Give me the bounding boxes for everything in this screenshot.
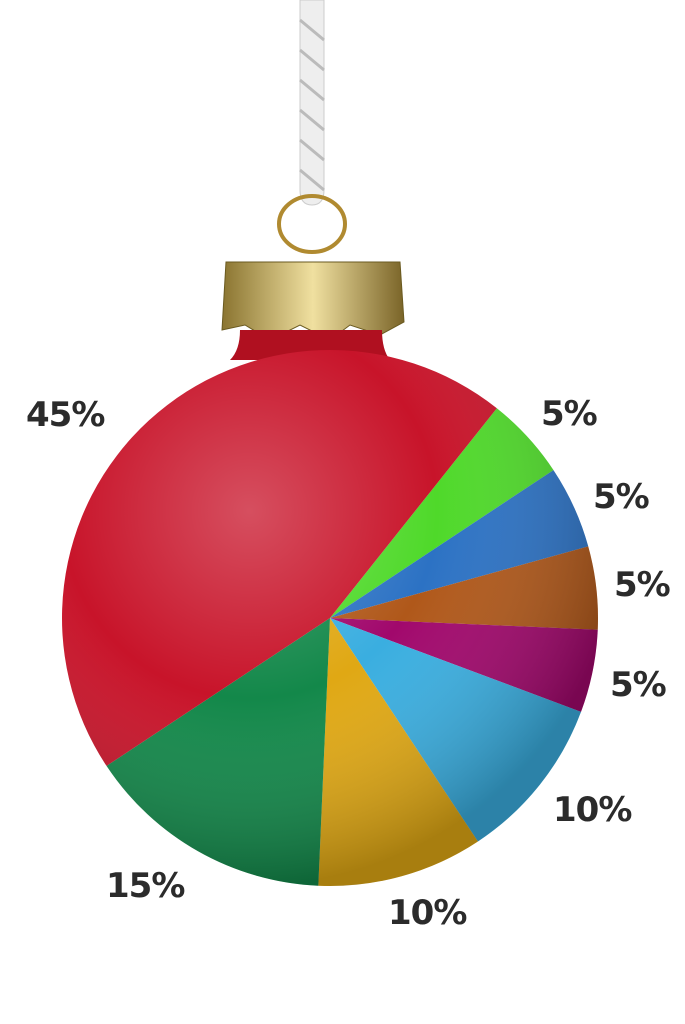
slice-label: 15% xyxy=(106,866,185,906)
slice-label: 45% xyxy=(26,395,105,435)
slice-label: 10% xyxy=(388,893,467,933)
slice-label: 5% xyxy=(593,477,650,517)
slice-label: 5% xyxy=(614,565,671,605)
string-icon xyxy=(299,0,325,206)
hanger-ring-icon xyxy=(277,194,347,254)
ornament-cap-icon xyxy=(221,261,405,341)
slice-label: 10% xyxy=(553,790,632,830)
slice-label: 5% xyxy=(541,394,598,434)
slice-label: 5% xyxy=(610,665,667,705)
